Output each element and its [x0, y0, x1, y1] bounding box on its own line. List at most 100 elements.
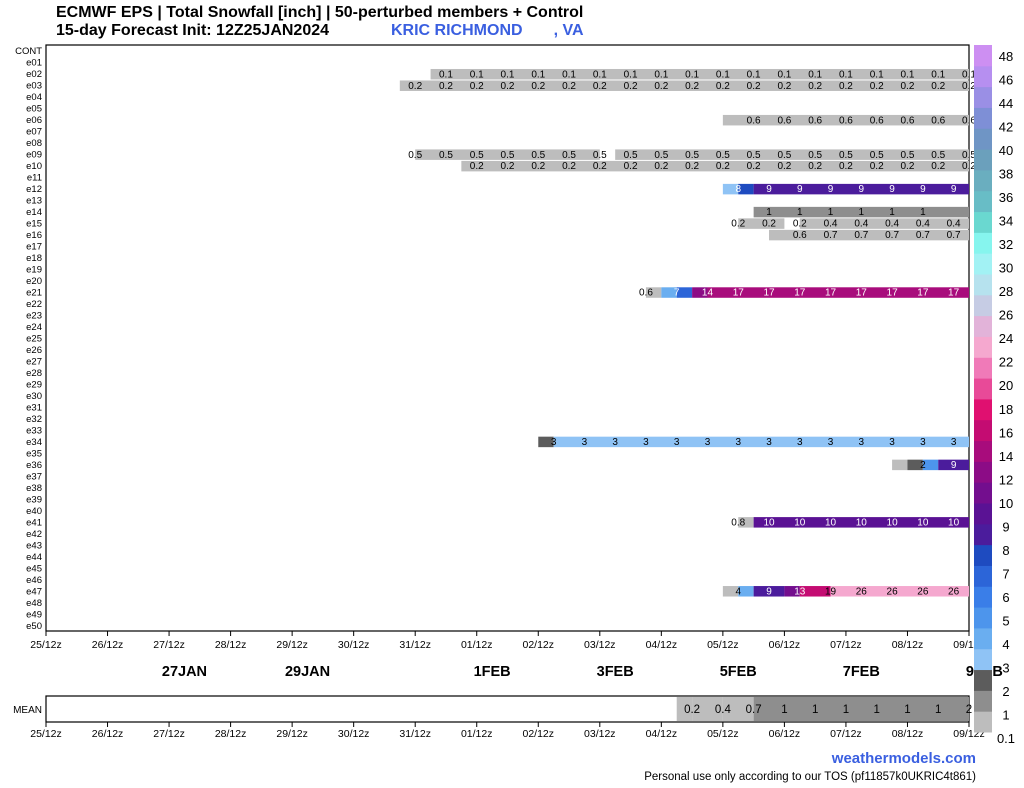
- colorbar-swatch: [974, 86, 992, 108]
- member-value-label: 0.2: [562, 161, 576, 172]
- mean-row-label: MEAN: [13, 705, 42, 716]
- member-label: e18: [26, 253, 42, 264]
- chart-title: ECMWF EPS | Total Snowfall [inch] | 50-p…: [56, 4, 584, 21]
- date-label: 29JAN: [285, 664, 330, 680]
- member-value-labels: 0.1 0.1 0.1 0.1 0.1 0.1 0.1 0.1 0.1 0.1 0.1 0.1 0.1 0…: [408, 69, 976, 597]
- colorbar-tick-label: 44: [999, 96, 1013, 111]
- member-label: e27: [26, 356, 42, 367]
- colorbar-swatch: [974, 378, 992, 400]
- colorbar-tick-label: 40: [999, 143, 1013, 158]
- member-value-label: 0.1: [470, 69, 484, 80]
- member-value-label: 0.6: [962, 115, 976, 126]
- mean-bar: [676, 697, 693, 721]
- member-value-label: 0.2: [931, 81, 945, 92]
- member-value-label: 0.1: [901, 69, 915, 80]
- member-value-label: 0.2: [470, 161, 484, 172]
- colorbar-swatch: [974, 274, 992, 296]
- member-label: e41: [26, 517, 42, 528]
- member-value-label: 9: [859, 184, 865, 195]
- time-tick-label: 26/12z: [92, 639, 124, 651]
- time-tick-label: 05/12z: [707, 639, 739, 651]
- colorbar-swatch: [974, 357, 992, 379]
- colorbar-tick-label: 42: [999, 120, 1013, 135]
- member-value-label: 3: [828, 437, 834, 448]
- member-label: e38: [26, 483, 42, 494]
- member-value-label: 0.4: [916, 219, 930, 230]
- station-label: KRIC RICHMOND , VA: [391, 22, 584, 39]
- time-axis: 25/12z 25/12z 26/12z 26/12z 27/12z 27/12z 28/1…: [30, 631, 985, 740]
- member-bar: [938, 459, 969, 471]
- colorbar-swatch: [974, 107, 992, 129]
- member-label: e17: [26, 242, 42, 253]
- member-label: e28: [26, 368, 42, 379]
- member-value-label: 0.6: [870, 115, 884, 126]
- member-value-label: 3: [920, 437, 926, 448]
- member-bar: [722, 114, 969, 126]
- colorbar-swatch: [974, 586, 992, 608]
- member-value-label: 0.1: [593, 69, 607, 80]
- member-label: e03: [26, 81, 42, 92]
- member-value-label: 3: [674, 437, 680, 448]
- colorbar-tick-label: 0.1: [997, 731, 1015, 746]
- member-bar: [753, 586, 785, 597]
- colorbar-swatch: [974, 169, 992, 192]
- colorbar-swatch: [974, 648, 992, 671]
- mean-value-label: 1: [812, 704, 818, 716]
- colorbar-swatch: [974, 253, 992, 275]
- member-bar: [615, 149, 969, 160]
- member-value-label: 0.2: [901, 81, 915, 92]
- member-value-label: 0.2: [624, 81, 638, 92]
- member-value-label: 0.4: [824, 219, 838, 230]
- member-label: e36: [26, 460, 42, 471]
- member-bar: [738, 586, 754, 597]
- member-axis-labels: CONTe01e02e03e04e05e06e07e08e09e10e11e12…: [15, 46, 42, 632]
- mean-time-tick-label: 28/12z: [215, 728, 247, 740]
- member-label: e26: [26, 345, 42, 356]
- member-label: e45: [26, 563, 42, 574]
- member-value-label: 26: [917, 586, 929, 597]
- member-value-label: 0.5: [808, 150, 822, 161]
- member-value-label: 1: [859, 207, 865, 218]
- member-value-label: 0.1: [439, 69, 453, 80]
- member-value-label: 0.2: [731, 219, 745, 230]
- credit-label: weathermodels.com: [831, 750, 976, 767]
- time-tick-label: 01/12z: [461, 639, 493, 651]
- member-value-label: 0.2: [470, 81, 484, 92]
- colorbar-tick-label: 14: [999, 449, 1013, 464]
- colorbar-tick-label: 38: [999, 167, 1013, 182]
- member-bar: [676, 287, 693, 298]
- tos-notice: Personal use only according to our TOS (…: [644, 771, 976, 783]
- mean-value-label: 0.4: [715, 704, 732, 716]
- date-label: 27JAN: [162, 664, 207, 680]
- member-label: e08: [26, 138, 42, 149]
- colorbar-tick-label: 18: [999, 402, 1013, 417]
- member-value-label: 0.1: [839, 69, 853, 80]
- member-label: e33: [26, 425, 42, 436]
- member-value-label: 0.6: [839, 115, 853, 126]
- date-label: 3FEB: [597, 664, 634, 680]
- member-value-label: 0.2: [808, 161, 822, 172]
- member-value-label: 0.2: [685, 81, 699, 92]
- mean-time-tick-label: 26/12z: [92, 728, 124, 740]
- member-bar: [538, 436, 554, 448]
- member-value-label: 0.2: [901, 161, 915, 172]
- member-value-label: 0.2: [962, 161, 976, 172]
- colorbar-tick-label: 10: [999, 496, 1013, 511]
- member-value-label: 0.4: [854, 219, 868, 230]
- member-value-label: 26: [948, 586, 960, 597]
- colorbar-swatch: [974, 398, 992, 421]
- member-value-label: 3: [705, 437, 711, 448]
- member-value-label: 0.5: [839, 150, 853, 161]
- plot-frame: [45, 44, 970, 632]
- member-label: e13: [26, 196, 42, 207]
- time-tick-label: 30/12z: [338, 639, 370, 651]
- member-value-label: 0.7: [885, 230, 899, 241]
- member-value-label: 0.5: [562, 150, 576, 161]
- member-label: e21: [26, 288, 42, 299]
- colorbar-tick-label: 34: [999, 214, 1013, 229]
- member-value-label: 0.5: [624, 150, 638, 161]
- member-value-label: 0.1: [962, 69, 976, 80]
- colorbar-swatch: [974, 419, 992, 442]
- member-value-label: 8: [735, 184, 741, 195]
- colorbar-swatch: [974, 440, 992, 462]
